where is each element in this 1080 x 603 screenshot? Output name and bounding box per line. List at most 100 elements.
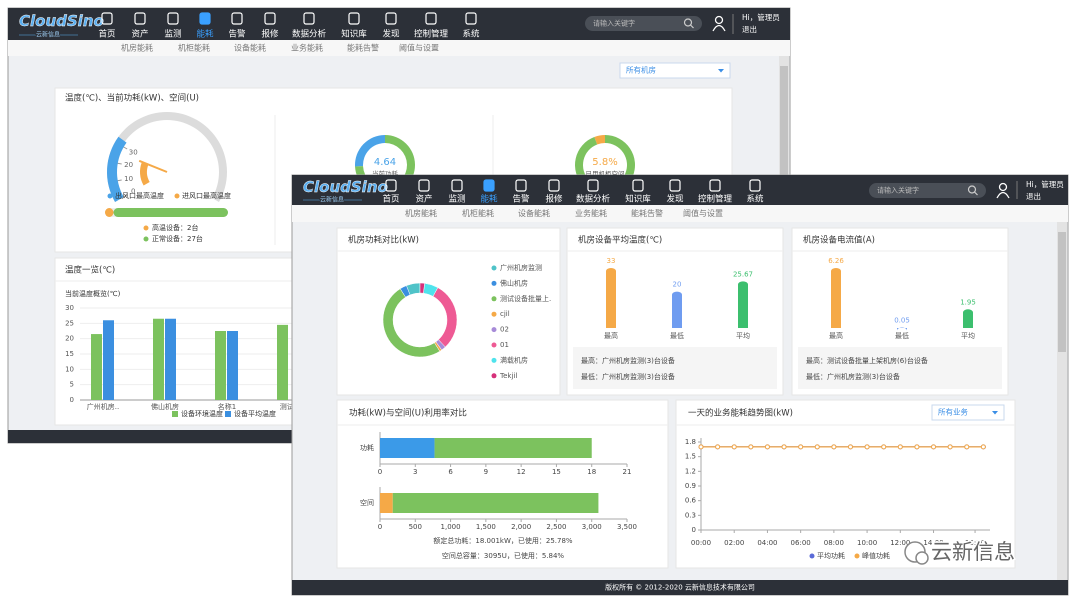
nav-item[interactable]: 数据分析: [576, 194, 611, 205]
footer-bar: [292, 580, 1068, 595]
bar-segment: [434, 438, 592, 458]
logo: CloudSino: [19, 12, 104, 30]
nav-item[interactable]: 报修: [545, 194, 563, 205]
x-tick-label: 0: [378, 523, 382, 531]
nav-item[interactable]: 能耗: [480, 194, 498, 205]
nav-item[interactable]: 首页: [382, 194, 399, 205]
nav-item[interactable]: 知识库: [625, 194, 651, 205]
legend-swatch: [172, 411, 178, 417]
x-tick-label: 9: [484, 468, 488, 476]
legend-swatch: [491, 296, 497, 302]
legend-swatch: [491, 373, 497, 379]
logo: CloudSino: [303, 178, 388, 196]
watermark: 云新信息: [931, 540, 1015, 564]
point: [814, 444, 820, 450]
legend-swatch: [143, 236, 149, 242]
search-box[interactable]: [869, 183, 986, 198]
point: [964, 444, 970, 450]
nav-item[interactable]: 系统: [746, 194, 764, 205]
y-tick-label: 20: [65, 335, 74, 343]
user-icon[interactable]: [998, 182, 1008, 192]
x-tick-label: 2,000: [511, 523, 531, 531]
sub-nav-item[interactable]: 能耗告警: [347, 43, 379, 53]
note-box: [798, 347, 1002, 389]
sub-nav-item[interactable]: 能耗告警: [631, 208, 663, 218]
nav-item[interactable]: 资产: [415, 194, 432, 205]
point: [715, 444, 721, 450]
sub-nav-item[interactable]: 业务能耗: [575, 208, 607, 218]
point: [980, 444, 986, 450]
donut-label: 当前功耗: [372, 169, 399, 178]
nav-item[interactable]: 告警: [228, 29, 246, 40]
bar: [831, 268, 841, 328]
status-segment: [113, 208, 228, 217]
donut-slice: [432, 287, 458, 348]
bar: [606, 268, 616, 328]
x-tick-label: 15: [552, 468, 561, 476]
nav-item[interactable]: 监测: [164, 29, 181, 40]
sub-nav-item[interactable]: 机柜能耗: [178, 43, 210, 53]
sub-nav-item[interactable]: 机房能耗: [405, 208, 437, 218]
sub-nav-item[interactable]: 阈值与设置: [683, 208, 723, 218]
nav-item[interactable]: 系统: [462, 29, 480, 40]
point: [798, 444, 804, 450]
x-tick-label: 04:00: [757, 539, 777, 547]
nav-item[interactable]: 控制管理: [414, 29, 449, 40]
user-icon[interactable]: [714, 15, 724, 25]
scroll-thumb: [1058, 232, 1066, 352]
nav-item[interactable]: 知识库: [341, 29, 367, 40]
nav-item[interactable]: 报修: [261, 29, 279, 40]
legend-swatch: [491, 357, 497, 363]
sub-nav-item[interactable]: 设备能耗: [234, 43, 266, 53]
point: [831, 444, 837, 450]
nav-item[interactable]: 首页: [98, 29, 115, 40]
nav-item[interactable]: 能耗: [196, 29, 214, 40]
status-label: 正常设备：27台: [152, 234, 203, 243]
donut-slice: [382, 288, 441, 358]
nav-item[interactable]: 发现: [666, 194, 684, 205]
y-tick-label: 1.5: [685, 453, 696, 461]
search-box[interactable]: [585, 16, 702, 31]
gauge-value: [139, 161, 150, 186]
point: [864, 444, 870, 450]
nav-item[interactable]: 控制管理: [698, 194, 733, 205]
nav-item[interactable]: 资产: [131, 29, 148, 40]
y-tick-label: 0.6: [685, 497, 697, 505]
dropdown[interactable]: [619, 62, 731, 79]
legend-label: 测试设备批量上.: [500, 294, 551, 303]
note: 最低：广州机房监测(3)台设备: [806, 372, 900, 381]
y-tick-label: 1.8: [685, 438, 696, 446]
logout[interactable]: 退出: [1026, 191, 1041, 201]
nav-item[interactable]: 数据分析: [292, 29, 327, 40]
sub-nav-item[interactable]: 阈值与设置: [399, 43, 439, 53]
logout[interactable]: 退出: [742, 24, 757, 34]
value-label: 25.67: [733, 270, 753, 278]
y-tick-label: 0.9: [685, 482, 696, 490]
y-tick-label: 0: [692, 526, 696, 534]
dropdown[interactable]: [931, 404, 1005, 421]
watermark-icon: [915, 551, 929, 565]
nav-item[interactable]: 监测: [448, 194, 465, 205]
note: 空间总容量：3095U，已使用：5.84%: [442, 551, 565, 560]
search-icon: [967, 185, 977, 194]
gauge-tick-label: 0: [131, 188, 135, 196]
sub-nav-item[interactable]: 设备能耗: [518, 208, 550, 218]
bar-segment: [380, 493, 393, 513]
x-tick-label: 0: [378, 468, 382, 476]
nav-item[interactable]: 告警: [512, 194, 530, 205]
sub-nav-item[interactable]: 机房能耗: [121, 43, 153, 53]
sub-nav-item[interactable]: 业务能耗: [291, 43, 323, 53]
point: [897, 444, 903, 450]
value-label: 33: [607, 257, 616, 265]
panel-title: 机房设备电流值(A): [803, 235, 875, 246]
legend-label: 平均功耗: [817, 551, 845, 560]
donut-slice: [594, 135, 605, 145]
logo-tagline: 云新信息: [320, 196, 344, 204]
y-tick-label: 15: [65, 350, 74, 358]
nav-icon: [418, 179, 430, 192]
status-segment: [105, 208, 114, 217]
sub-nav-item[interactable]: 机柜能耗: [462, 208, 494, 218]
nav-icon: [425, 12, 437, 25]
nav-item[interactable]: 发现: [382, 29, 400, 40]
